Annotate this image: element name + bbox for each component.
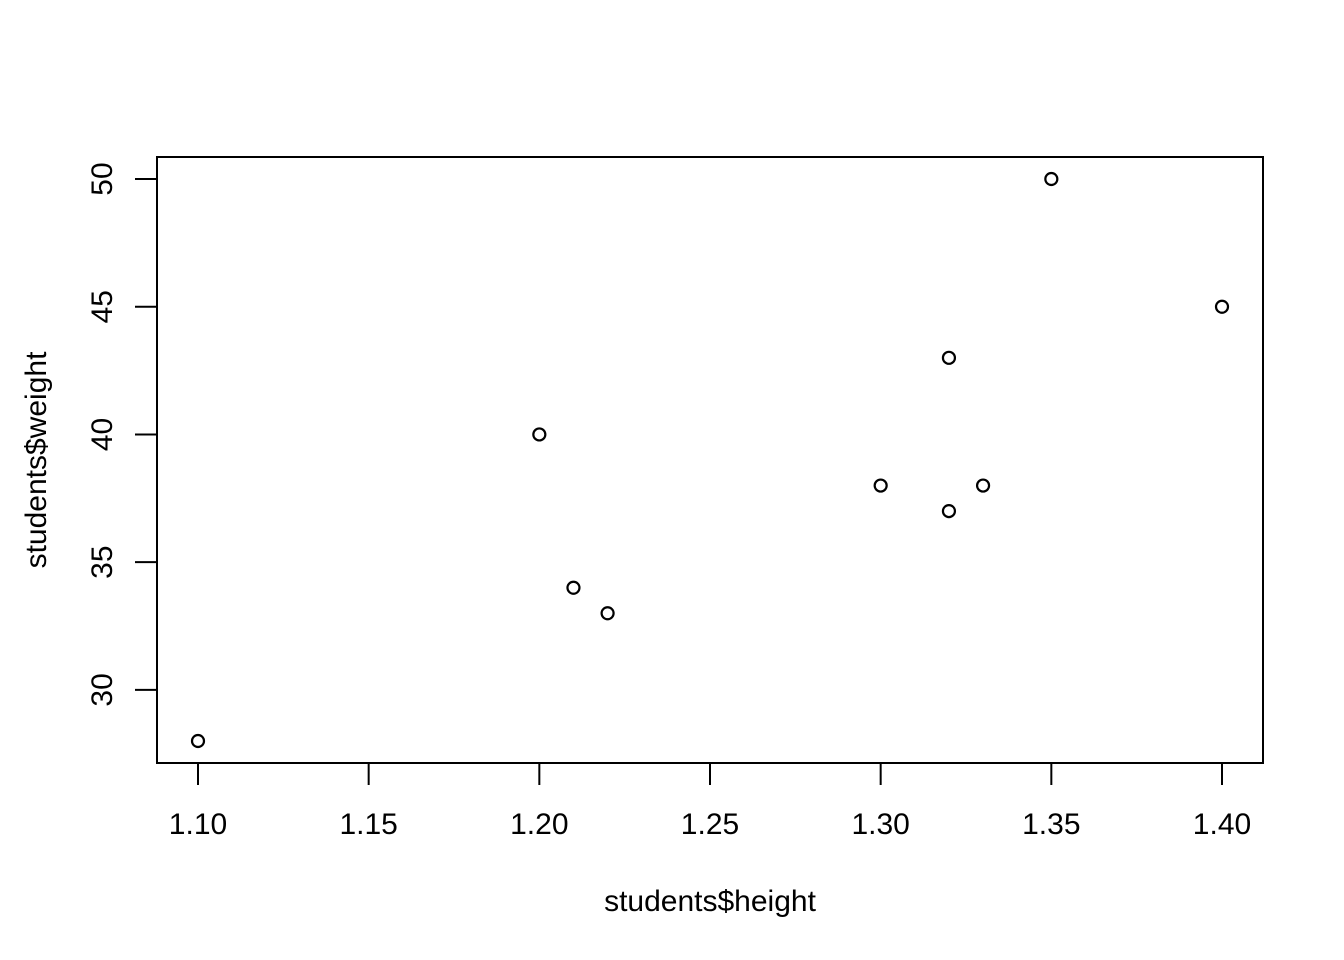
x-tick-label: 1.25 xyxy=(681,808,739,841)
y-tick-label: 50 xyxy=(86,162,119,195)
data-point-4 xyxy=(600,606,615,621)
x-tick-label: 1.10 xyxy=(169,808,227,841)
x-tick-label: 1.40 xyxy=(1193,808,1251,841)
scatter-points xyxy=(190,171,1230,749)
data-point-6 xyxy=(941,350,957,365)
x-tick-label: 1.30 xyxy=(851,808,909,841)
data-point-2 xyxy=(532,427,547,442)
x-axis-label: students$height xyxy=(604,885,816,918)
y-tick-label: 40 xyxy=(86,418,119,451)
y-tick-label: 35 xyxy=(86,545,119,578)
plot-frame xyxy=(156,156,1264,764)
x-axis-ticks: 1.10 1.15 1.20 1.25 1.30 1.35 1.40 xyxy=(169,763,1251,841)
y-tick-label: 30 xyxy=(86,673,119,706)
y-tick-label: 45 xyxy=(86,290,119,323)
data-point-3 xyxy=(566,580,581,595)
data-point-7 xyxy=(941,503,957,519)
y-axis-ticks: 30 35 40 45 50 xyxy=(86,162,157,707)
x-tick-label: 1.20 xyxy=(510,808,568,841)
data-point-8 xyxy=(975,478,991,493)
data-point-9 xyxy=(1044,171,1059,187)
y-axis-label: students$weight xyxy=(20,351,53,568)
data-point-1 xyxy=(190,733,206,749)
data-point-5 xyxy=(873,478,888,493)
x-tick-label: 1.15 xyxy=(339,808,397,841)
data-point-10 xyxy=(1214,299,1230,314)
x-tick-label: 1.35 xyxy=(1022,808,1080,841)
